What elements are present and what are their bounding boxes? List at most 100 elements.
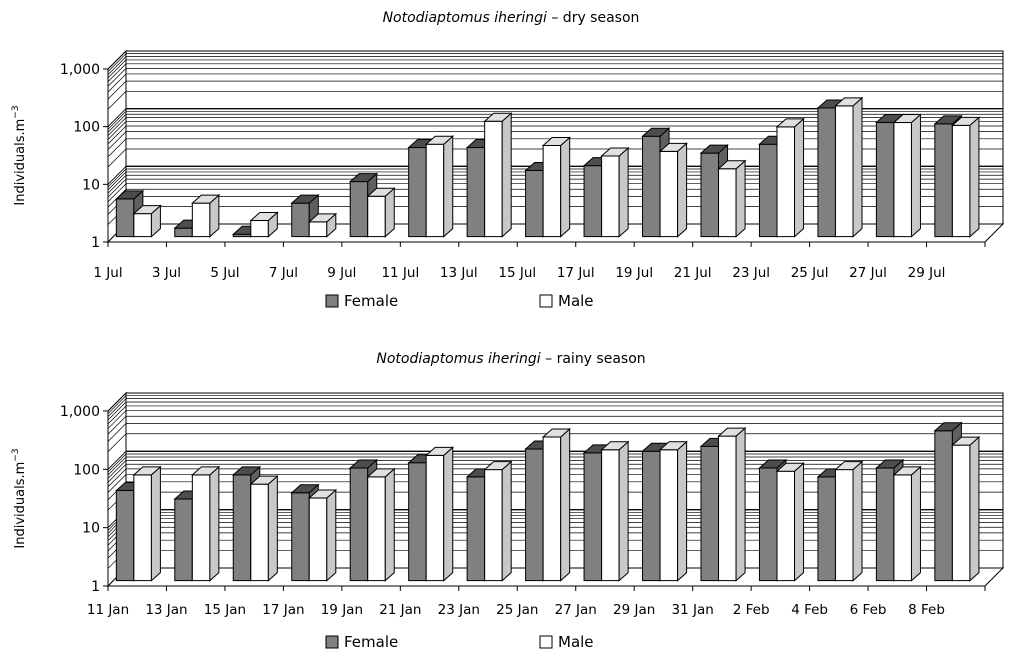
bar-male — [249, 211, 279, 238]
bar-male — [249, 475, 279, 582]
bar-top — [834, 461, 864, 471]
bar-male — [717, 159, 747, 238]
x-tick-label: 8 Feb — [908, 602, 945, 618]
gridline-side — [107, 171, 127, 191]
bar-male — [307, 212, 338, 238]
bar-top — [699, 144, 729, 154]
x-tick-label: 6 Feb — [850, 602, 887, 618]
bar-front — [408, 462, 427, 582]
bar-front — [542, 436, 562, 582]
gridline-side — [107, 405, 127, 425]
gridline-side — [107, 178, 127, 198]
x-tick-label: 25 Jan — [496, 602, 538, 618]
bar-male — [132, 204, 162, 238]
y-axis-label-sup: −3 — [11, 105, 21, 118]
bar-top — [483, 112, 513, 122]
y-tick-label: 1,000 — [60, 404, 100, 420]
bar-top — [249, 475, 279, 485]
x-tick-label: 23 Jan — [438, 602, 480, 618]
bar-male — [658, 440, 688, 582]
bar-side — [794, 117, 805, 238]
y-tick-label: 10 — [82, 177, 100, 193]
bar-front — [542, 144, 562, 238]
bar-top — [758, 459, 788, 469]
chart-dry-season: Notodiaptomus iheringi – dry season 1 10 10… — [11, 10, 1005, 310]
bar-front — [700, 152, 720, 238]
y-tick-label: 100 — [73, 120, 100, 136]
bar-side — [501, 460, 512, 582]
bar-top — [366, 187, 396, 197]
x-tick-label: 9 Jul — [327, 265, 356, 281]
gridline-side — [107, 464, 127, 483]
y-tick-label: 1,000 — [60, 62, 100, 78]
gridline-side — [107, 451, 127, 470]
bar-side — [326, 488, 337, 582]
bar-side — [910, 465, 921, 582]
bar-male — [892, 465, 922, 582]
bar-top — [641, 127, 671, 137]
gridline-side — [107, 125, 127, 145]
bar-front — [834, 105, 854, 238]
x-tick-label: 13 Jan — [145, 602, 187, 618]
x-tick-label: 21 Jul — [674, 265, 712, 281]
bar-male — [834, 460, 864, 582]
gridline-side — [107, 56, 127, 75]
bar-front — [642, 135, 661, 238]
gridline-side — [107, 148, 127, 168]
bar-front — [115, 490, 135, 582]
gridline-side — [107, 108, 127, 127]
bar-front — [133, 474, 152, 582]
chart-title-suffix: – dry season — [547, 10, 640, 26]
legend-swatch-male — [539, 294, 553, 308]
bar-male — [951, 436, 981, 582]
y-axis-label-text: Individuals.m — [13, 119, 28, 206]
chart-title: Notodiaptomus iheringi – rainy season — [376, 351, 645, 367]
bar-front — [700, 445, 720, 582]
chart-title: Notodiaptomus iheringi – dry season — [383, 10, 640, 26]
x-tick-label: 19 Jul — [615, 265, 653, 281]
y-tick-label: 10 — [82, 521, 100, 537]
bar-top — [307, 489, 338, 499]
gridline-side — [107, 392, 127, 412]
bar-top — [132, 205, 162, 215]
bar-top — [191, 194, 221, 204]
chart-title-species: Notodiaptomus iheringi — [383, 10, 547, 26]
bar-male — [541, 136, 571, 238]
bar-male — [424, 135, 455, 238]
bar-top — [775, 118, 805, 128]
bar-front — [115, 198, 135, 238]
gridline-side — [107, 168, 127, 188]
y-axis-label-sup: −3 — [11, 448, 21, 461]
gridline-side — [107, 474, 127, 493]
gridline-side — [107, 401, 127, 421]
bar-side — [852, 460, 863, 582]
y-tick-label: 1 — [91, 235, 100, 251]
bar-side — [677, 440, 688, 582]
bar-top — [892, 466, 922, 476]
bar-top — [658, 441, 688, 451]
bar-front — [659, 150, 679, 238]
bar-front — [934, 430, 953, 582]
gridline-side — [107, 59, 127, 79]
gridline-side — [107, 175, 127, 194]
bar-front — [367, 195, 386, 238]
bar-front — [718, 168, 737, 238]
gridline-side — [107, 111, 127, 130]
bar-male — [658, 142, 688, 238]
x-tick-label: 27 Jan — [555, 602, 597, 618]
gridline-side — [107, 183, 127, 202]
bar-male — [191, 465, 221, 582]
bar-side — [910, 113, 921, 238]
bar-front — [484, 469, 503, 582]
bar-side — [209, 465, 220, 582]
bar-side — [735, 159, 746, 238]
bar-top — [541, 428, 571, 438]
bar-top — [892, 114, 922, 124]
bar-front — [718, 435, 737, 582]
bar-front — [250, 220, 269, 238]
bar-front — [349, 181, 369, 238]
bar-front — [466, 147, 486, 238]
x-tick-label: 11 Jul — [381, 265, 419, 281]
bar-front — [875, 122, 895, 238]
